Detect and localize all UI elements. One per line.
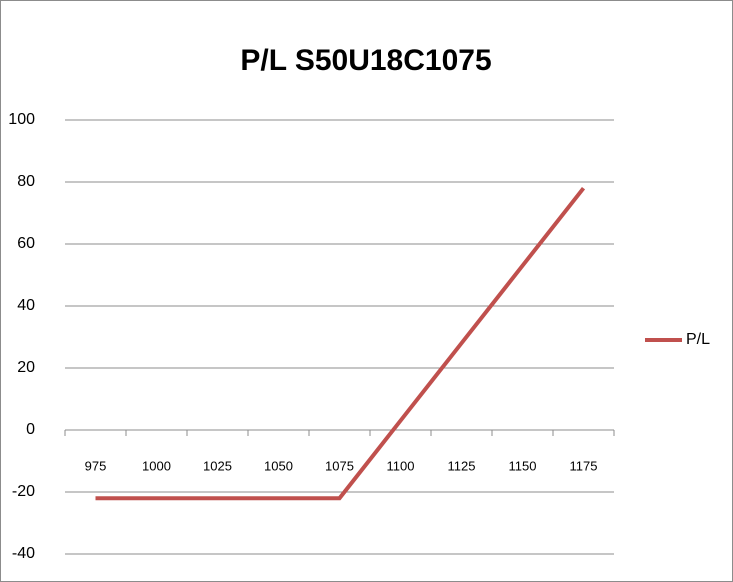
x-tick-label: 1150 [509, 458, 537, 473]
line-series [95, 186, 586, 501]
x-tick-label: 1175 [570, 458, 598, 473]
x-tick-label: 1000 [142, 458, 171, 473]
x-tick-label: 1075 [325, 458, 354, 473]
y-tick-label: 20 [17, 359, 35, 376]
x-tick-label: 975 [85, 458, 107, 473]
y-tick-label: 80 [17, 173, 35, 190]
x-tick-label: 1100 [387, 458, 415, 473]
y-tick-label: 40 [17, 297, 35, 314]
y-tick-label: -20 [12, 483, 35, 500]
x-tick-label: 1050 [264, 458, 293, 473]
legend-label: P/L [686, 331, 710, 348]
y-tick-label: 100 [8, 111, 35, 128]
x-tick-label: 1025 [203, 458, 232, 473]
x-tick-label: 1125 [448, 458, 476, 473]
chart-title: P/L S50U18C1075 [240, 44, 491, 77]
y-tick-label: 60 [17, 235, 35, 252]
y-tick-label: -40 [12, 545, 35, 562]
y-tick-label: 0 [26, 421, 35, 438]
